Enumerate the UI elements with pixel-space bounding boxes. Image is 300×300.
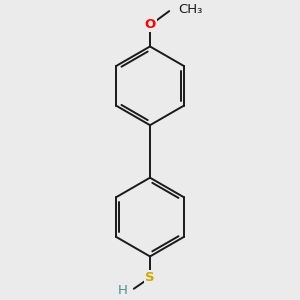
Text: O: O: [144, 18, 156, 31]
Text: CH₃: CH₃: [178, 3, 202, 16]
Text: S: S: [145, 271, 155, 284]
Text: H: H: [118, 284, 128, 297]
